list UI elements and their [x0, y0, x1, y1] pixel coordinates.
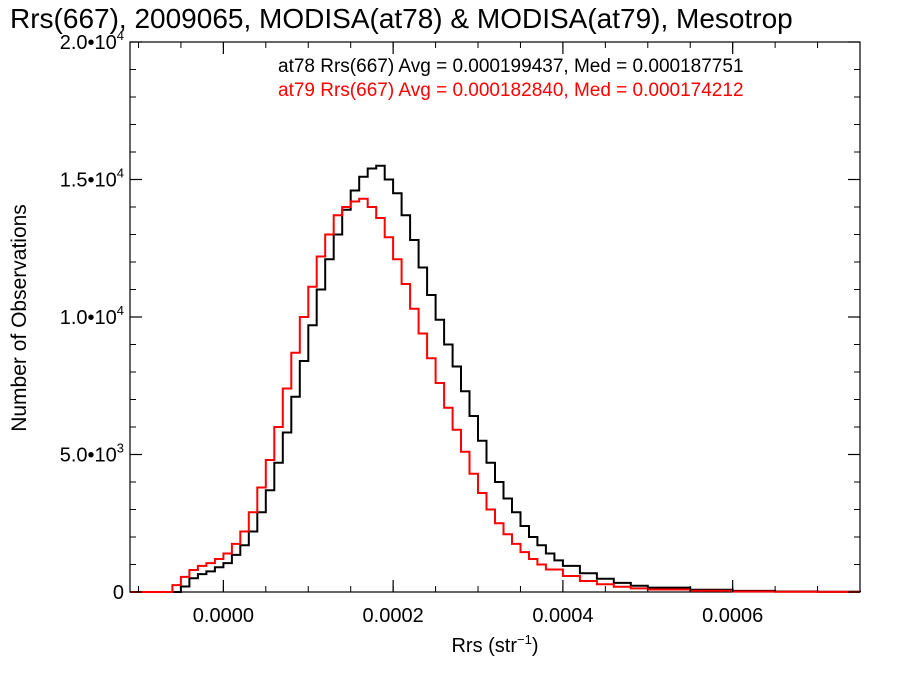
y-tick-label: 1.0•104 — [60, 303, 124, 329]
y-tick-label: 2.0•104 — [60, 28, 124, 54]
y-tick-label: 0 — [113, 582, 124, 604]
x-tick-label: 0.0002 — [363, 605, 424, 627]
x-tick-label: 0.0006 — [702, 605, 763, 627]
annotation-at79: at79 Rrs(667) Avg = 0.000182840, Med = 0… — [278, 80, 744, 101]
y-tick-label: 5.0•103 — [60, 441, 124, 467]
x-tick-label: 0.0000 — [193, 605, 254, 627]
chart-title: Rrs(667), 2009065, MODISA(at78) & MODISA… — [10, 3, 793, 34]
y-axis: 0 5.0•103 1.0•104 1.5•104 2.0•104 — [60, 28, 860, 604]
y-axis-label: Number of Observations — [8, 204, 31, 432]
series-line-0 — [130, 164, 861, 593]
annotation-at78: at78 Rrs(667) Avg = 0.000199437, Med = 0… — [278, 56, 744, 77]
x-axis: 0.0000 0.0002 0.0004 0.0006 — [137, 42, 819, 627]
series-line-1 — [130, 197, 860, 593]
series-layer — [130, 164, 861, 593]
x-axis-label: Rrs (str−1) — [451, 632, 538, 657]
x-tick-label: 0.0004 — [532, 605, 593, 627]
y-tick-label: 1.5•104 — [60, 166, 124, 192]
